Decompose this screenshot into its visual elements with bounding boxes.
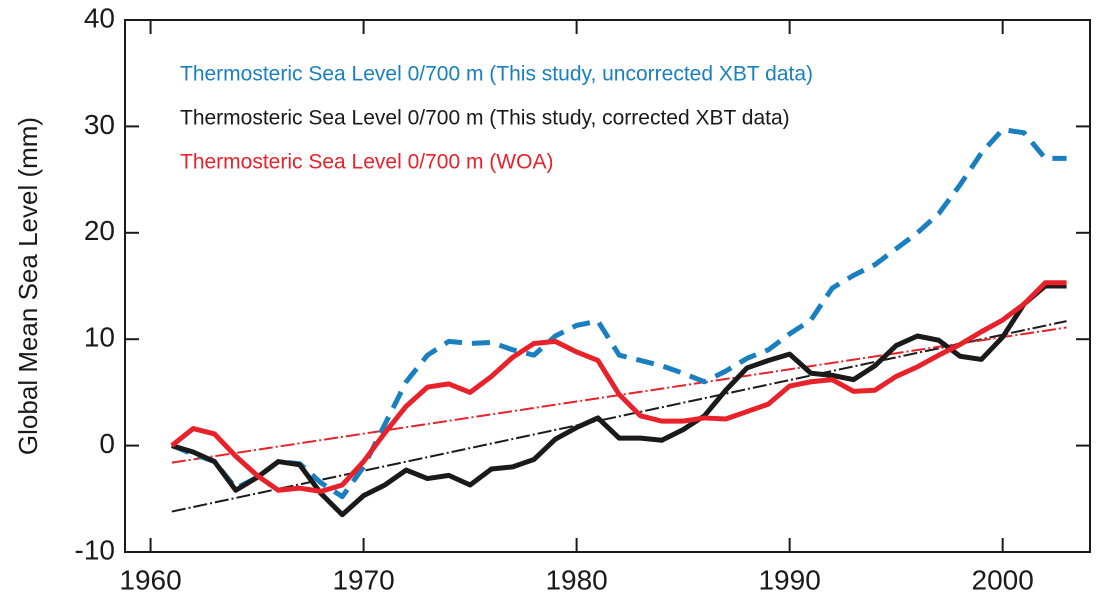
- trend-line: [171, 320, 1067, 513]
- y-tick-label: 20: [84, 215, 115, 246]
- x-tick-label: 2000: [972, 564, 1034, 595]
- y-axis-label: Global Mean Sea Level (mm): [13, 117, 43, 455]
- legend-entry: Thermosteric Sea Level 0/700 m (This stu…: [180, 63, 813, 86]
- plot-frame: [124, 19, 1091, 553]
- x-tick-label: 1960: [119, 564, 181, 595]
- x-tick-label: 1980: [545, 564, 607, 595]
- series-line: [170, 127, 1067, 500]
- y-tick-label: 40: [84, 2, 115, 33]
- y-tick-label: 0: [99, 428, 115, 459]
- x-tick-label: 1990: [758, 564, 820, 595]
- y-tick-label: 30: [84, 109, 115, 140]
- y-tick-label: -10: [75, 534, 115, 565]
- x-tick-label: 1970: [332, 564, 394, 595]
- series-line: [171, 283, 1067, 518]
- legend-entry: Thermosteric Sea Level 0/700 m (WOA): [180, 151, 553, 174]
- series-line: [170, 280, 1067, 494]
- y-tick-label: 10: [84, 322, 115, 353]
- legend-entry: Thermosteric Sea Level 0/700 m (This stu…: [180, 107, 790, 130]
